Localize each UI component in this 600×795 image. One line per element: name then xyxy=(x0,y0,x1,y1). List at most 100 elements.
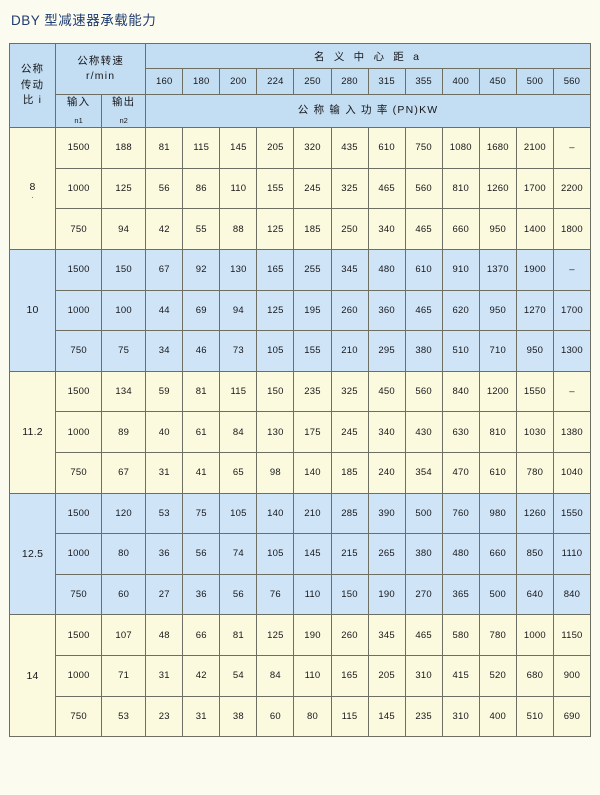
power-cell-224: 105 xyxy=(256,330,295,372)
ratio-dot-mark: . xyxy=(31,189,34,200)
ratio-value: 11.2 xyxy=(22,426,43,439)
output-speed-cell: 107 xyxy=(101,614,147,656)
power-cell-450: 950 xyxy=(478,208,517,250)
power-cell-500: 1400 xyxy=(515,208,554,250)
power-cell-560: 690 xyxy=(552,695,592,738)
power-cell-400: 910 xyxy=(441,248,480,291)
header-size-160: 160 xyxy=(145,68,184,95)
power-cell-560: 900 xyxy=(552,654,592,697)
header-center-distance: 名 义 中 心 距 a xyxy=(145,43,591,69)
output-speed-cell: 120 xyxy=(101,492,147,535)
power-cell-200: 65 xyxy=(219,451,258,494)
input-speed-cell: 750 xyxy=(55,208,103,250)
power-cell-400: 415 xyxy=(441,654,480,697)
power-cell-180: 46 xyxy=(182,330,221,372)
power-cell-160: 31 xyxy=(145,451,184,494)
power-cell-180: 41 xyxy=(182,451,221,494)
power-cell-280: 185 xyxy=(330,451,369,494)
power-cell-250: 110 xyxy=(293,573,332,616)
power-cell-250: 175 xyxy=(293,411,332,453)
power-cell-560: 1040 xyxy=(552,451,592,494)
power-cell-315: 145 xyxy=(367,695,406,738)
ratio-value: 10 xyxy=(26,304,39,317)
table-body: 8. 1500 188 81 115 145 205 320 435 610 750 1080 1680… xyxy=(8,127,592,738)
power-cell-450: 950 xyxy=(478,289,517,332)
power-cell-400: 660 xyxy=(441,208,480,250)
power-cell-500: 510 xyxy=(515,695,554,738)
output-speed-cell: 60 xyxy=(101,573,147,616)
power-cell-355: 380 xyxy=(404,330,443,372)
table-header: 公称 传动 比 i 公称转速 r/min 名 义 中 心 距 a 160 180 2… xyxy=(8,42,592,129)
power-cell-355: 354 xyxy=(404,451,443,494)
header-size-560: 560 xyxy=(552,68,592,95)
power-cell-500: 1030 xyxy=(515,411,554,453)
power-cell-250: 235 xyxy=(293,370,332,413)
power-cell-224: 98 xyxy=(256,451,295,494)
power-cell-315: 340 xyxy=(367,208,406,250)
power-cell-450: 1370 xyxy=(478,248,517,291)
power-cell-200: 115 xyxy=(219,370,258,413)
power-cell-280: 165 xyxy=(330,654,369,697)
power-cell-315: 465 xyxy=(367,167,406,210)
power-cell-355: 465 xyxy=(404,614,443,656)
power-cell-180: 86 xyxy=(182,167,221,210)
power-cell-224: 150 xyxy=(256,370,295,413)
power-cell-280: 210 xyxy=(330,330,369,372)
power-cell-400: 630 xyxy=(441,411,480,453)
power-cell-315: 190 xyxy=(367,573,406,616)
output-speed-cell: 100 xyxy=(101,289,147,332)
power-cell-450: 610 xyxy=(478,451,517,494)
power-cell-160: 23 xyxy=(145,695,184,738)
power-cell-400: 480 xyxy=(441,533,480,575)
power-cell-355: 270 xyxy=(404,573,443,616)
input-speed-cell: 750 xyxy=(55,573,103,616)
power-cell-400: 810 xyxy=(441,167,480,210)
power-cell-400: 1080 xyxy=(441,127,480,169)
power-cell-280: 150 xyxy=(330,573,369,616)
power-cell-560: 1380 xyxy=(552,411,592,453)
power-cell-224: 60 xyxy=(256,695,295,738)
table-row: 14 1500 107 48 66 81 125 190 260 345 465 580 780 1000… xyxy=(8,614,592,738)
power-cell-160: 59 xyxy=(145,370,184,413)
power-cell-280: 285 xyxy=(330,492,369,535)
power-cell-250: 245 xyxy=(293,167,332,210)
power-cell-180: 36 xyxy=(182,573,221,616)
input-speed-cell: 1000 xyxy=(55,411,103,453)
power-cell-315: 480 xyxy=(367,248,406,291)
power-cell-500: 640 xyxy=(515,573,554,616)
input-speed-cell: 1500 xyxy=(55,370,103,413)
power-cell-560: 1800 xyxy=(552,208,592,250)
output-speed-cell: 150 xyxy=(101,248,147,291)
header-input-speed: 输入 n1 xyxy=(55,93,103,129)
power-cell-560: 1150 xyxy=(552,614,592,656)
header-ratio: 公称 传动 比 i xyxy=(8,42,57,129)
power-cell-450: 520 xyxy=(478,654,517,697)
output-speed-cell: 67 xyxy=(101,451,147,494)
power-cell-315: 450 xyxy=(367,370,406,413)
power-cell-280: 325 xyxy=(330,167,369,210)
power-cell-250: 190 xyxy=(293,614,332,656)
output-speed-cell: 188 xyxy=(101,127,147,169)
power-cell-560: – xyxy=(552,127,592,169)
power-cell-224: 130 xyxy=(256,411,295,453)
power-cell-450: 710 xyxy=(478,330,517,372)
input-speed-cell: 1000 xyxy=(55,654,103,697)
power-cell-200: 81 xyxy=(219,614,258,656)
power-cell-200: 74 xyxy=(219,533,258,575)
power-cell-160: 31 xyxy=(145,654,184,697)
power-cell-224: 105 xyxy=(256,533,295,575)
power-cell-450: 780 xyxy=(478,614,517,656)
power-cell-280: 245 xyxy=(330,411,369,453)
power-cell-280: 115 xyxy=(330,695,369,738)
power-cell-315: 240 xyxy=(367,451,406,494)
power-cell-355: 310 xyxy=(404,654,443,697)
power-cell-400: 510 xyxy=(441,330,480,372)
output-speed-cell: 134 xyxy=(101,370,147,413)
output-speed-cell: 53 xyxy=(101,695,147,738)
header-power-unit: 公 称 输 入 功 率 (PN)KW xyxy=(145,93,591,129)
input-speed-cell: 1500 xyxy=(55,248,103,291)
power-cell-500: 1260 xyxy=(515,492,554,535)
power-cell-315: 265 xyxy=(367,533,406,575)
power-cell-250: 255 xyxy=(293,248,332,291)
